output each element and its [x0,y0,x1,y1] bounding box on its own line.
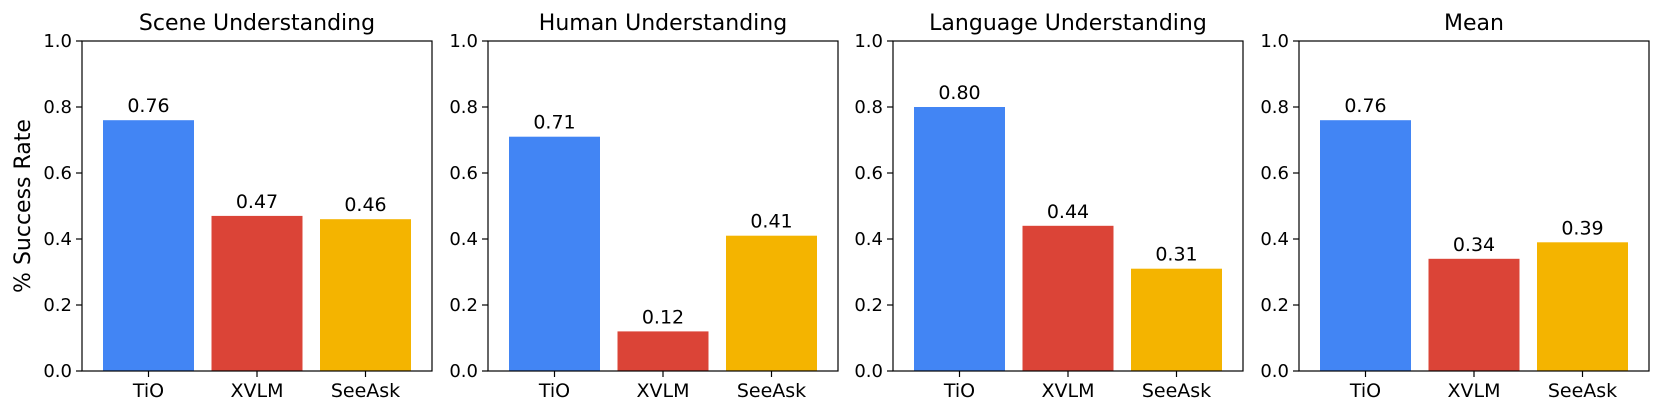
x-tick-label: TiO [943,380,975,402]
y-tick-label: 0.2 [449,295,478,316]
bar-xvlm [1022,225,1114,371]
x-tick-label: XVLM [231,380,284,402]
x-tick-label: SeeAsk [1548,380,1617,402]
y-tick-label: 0.4 [1260,229,1289,250]
bar-xvlm [617,331,709,371]
y-tick-label: 0.0 [43,361,72,382]
bar-tio [914,107,1005,371]
x-tick-label: SeeAsk [1142,380,1211,402]
bar-value-label: 0.80 [938,82,980,104]
bar-value-label: 0.41 [750,211,792,233]
y-tick-label: 0.2 [854,295,883,316]
bar-value-label: 0.44 [1047,201,1089,223]
plot-frame [1298,40,1650,372]
bar-value-label: 0.39 [1561,217,1603,239]
bar-value-label: 0.76 [127,95,169,117]
chart-title: Language Understanding [929,11,1207,36]
chart-title: Mean [1444,11,1504,36]
y-tick-label: 0.6 [854,163,883,184]
x-tick-label: XVLM [1042,380,1095,402]
bar-seeask [726,235,817,371]
bar-value-label: 0.31 [1155,244,1197,266]
y-tick-label: 0.0 [854,361,883,382]
x-tick-label: XVLM [1448,380,1501,402]
x-tick-label: TiO [538,380,570,402]
bar-xvlm [211,215,303,371]
chart-title: Scene Understanding [139,11,375,36]
bar-tio [1320,120,1411,371]
x-tick-label: XVLM [637,380,690,402]
y-tick-label: 0.0 [1260,361,1289,382]
bar-tio [509,136,600,371]
y-tick-label: 0.8 [854,97,883,118]
x-tick-label: TiO [1349,380,1381,402]
bar-value-label: 0.76 [1344,95,1386,117]
bar-seeask [1131,268,1222,371]
y-tick-label: 1.0 [449,31,478,52]
plot-frame [892,40,1244,372]
y-tick-label: 0.6 [449,163,478,184]
y-tick-label: 0.4 [43,229,72,250]
bar-value-label: 0.71 [533,112,575,134]
bar-value-label: 0.47 [236,191,278,213]
x-tick-label: TiO [132,380,164,402]
x-tick-label: SeeAsk [737,380,806,402]
y-tick-label: 0.2 [1260,295,1289,316]
bar-value-label: 0.12 [642,306,684,328]
bar-value-label: 0.46 [344,194,386,216]
y-tick-label: 0.4 [854,229,883,250]
y-tick-label: 0.4 [449,229,478,250]
plot-frame [487,40,839,372]
y-axis-label: % Success Rate [11,119,36,293]
bar-tio [103,120,194,371]
bar-seeask [320,219,411,371]
y-tick-label: 1.0 [43,31,72,52]
y-tick-label: 0.2 [43,295,72,316]
x-tick-label: SeeAsk [331,380,400,402]
y-tick-label: 1.0 [854,31,883,52]
y-tick-label: 0.8 [1260,97,1289,118]
bar-seeask [1537,242,1628,371]
plot-frame [81,40,433,372]
y-tick-label: 0.8 [43,97,72,118]
bar-xvlm [1428,258,1520,371]
y-tick-label: 0.6 [1260,163,1289,184]
y-tick-label: 0.6 [43,163,72,184]
y-tick-label: 0.0 [449,361,478,382]
chart-title: Human Understanding [539,11,787,36]
bar-value-label: 0.34 [1453,234,1495,256]
y-tick-label: 1.0 [1260,31,1289,52]
y-tick-label: 0.8 [449,97,478,118]
